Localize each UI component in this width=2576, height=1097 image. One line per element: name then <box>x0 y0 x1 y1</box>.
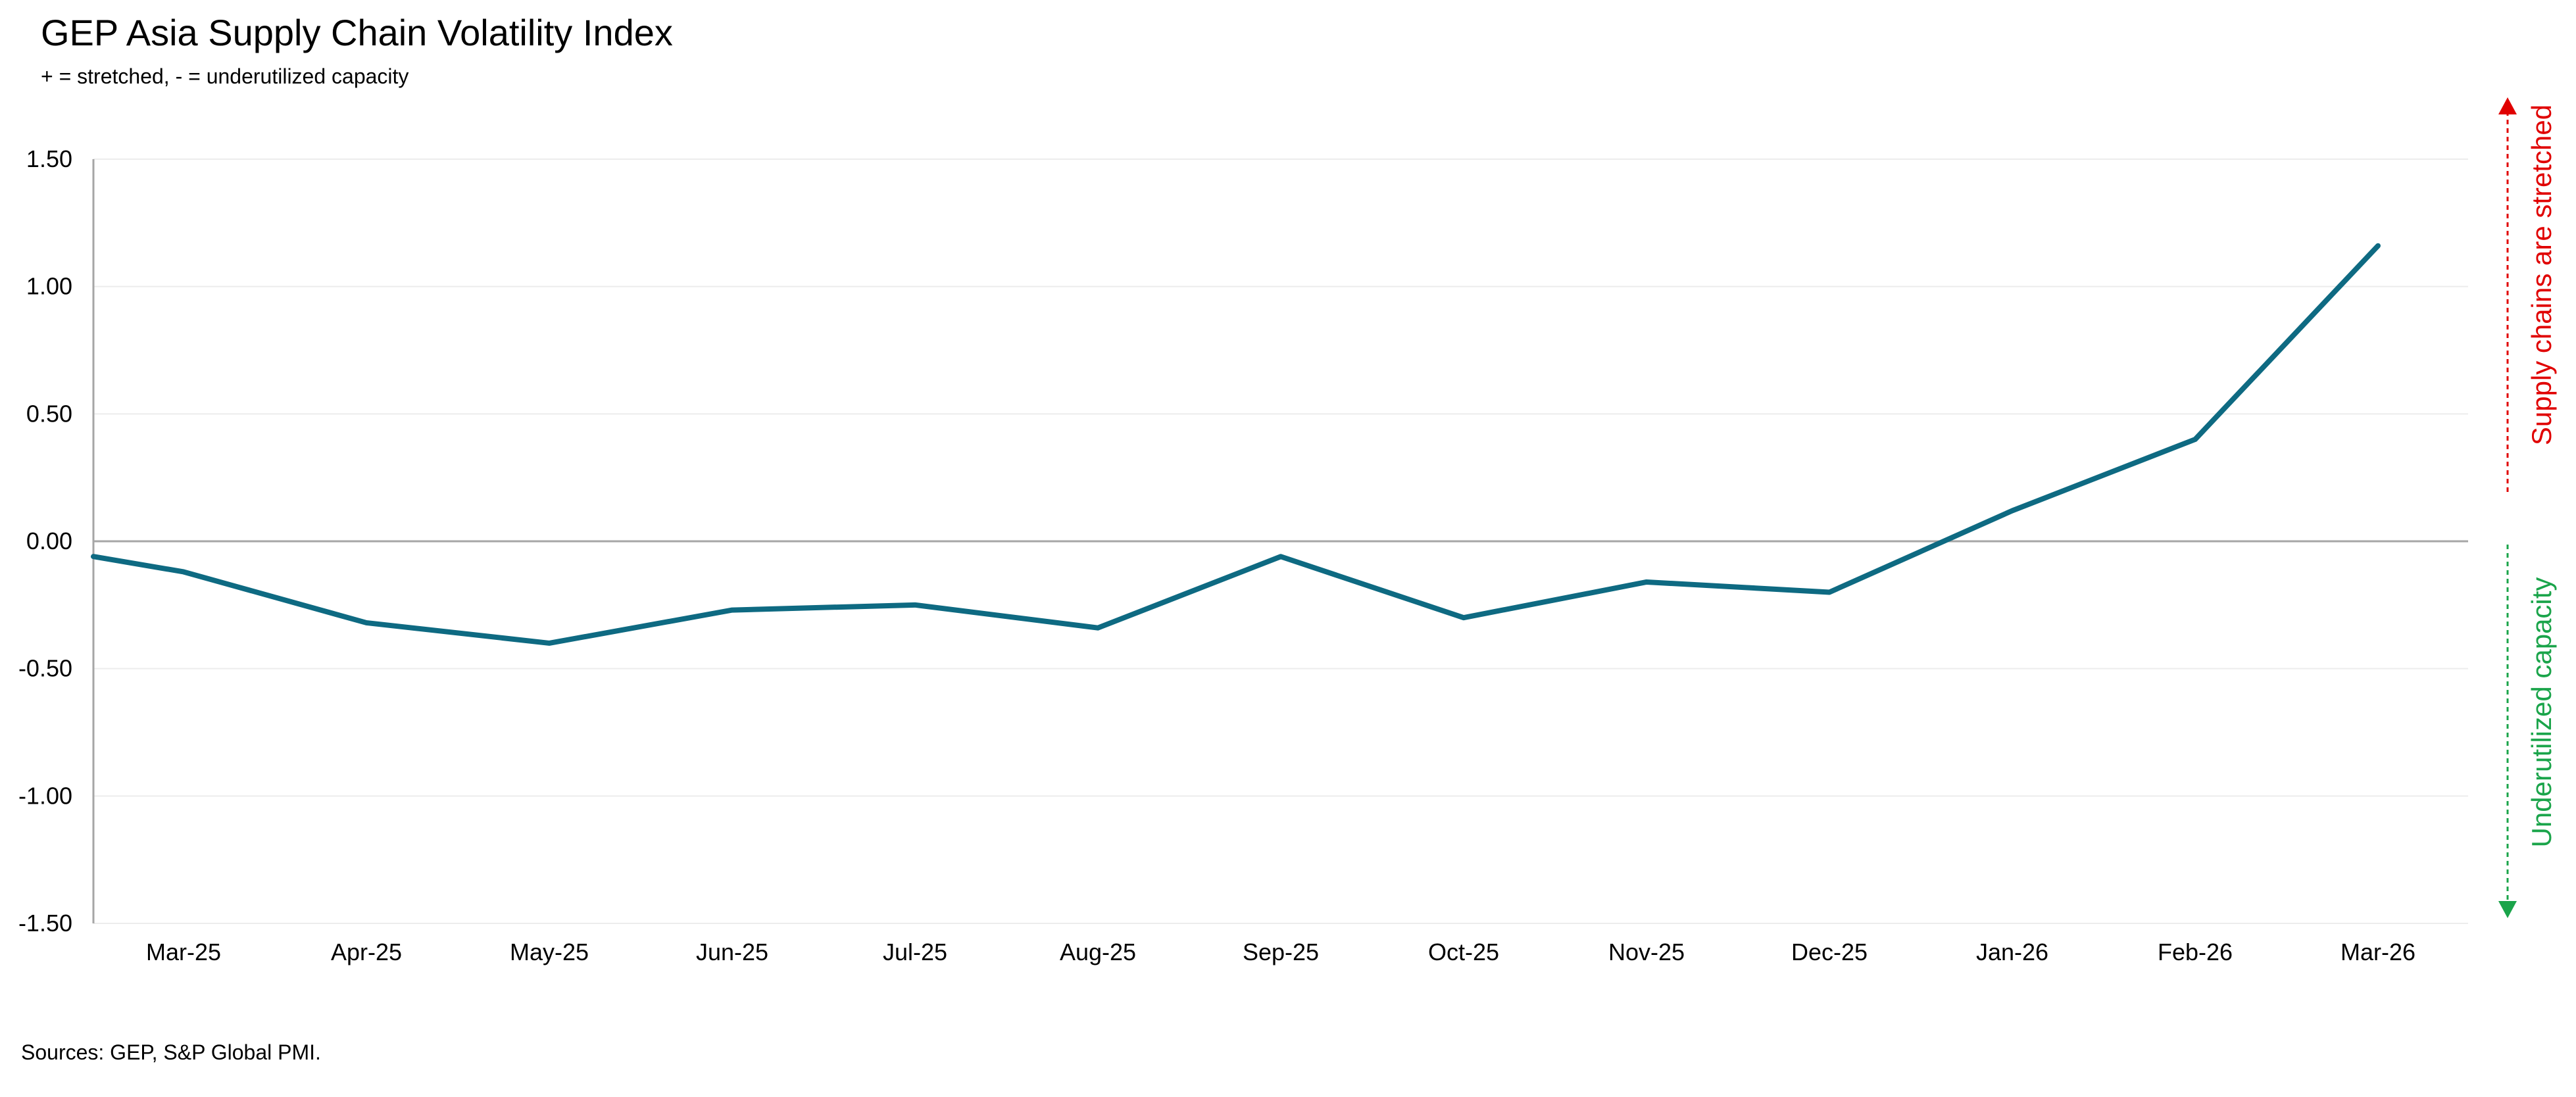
annotation-layer: Supply chains are stretched Underutilized… <box>2498 97 2557 918</box>
x-tick-label: Apr-25 <box>331 939 402 965</box>
x-tick-label: Nov-25 <box>1608 939 1685 965</box>
x-tick-label: Oct-25 <box>1428 939 1499 965</box>
chart-subtitle: + = stretched, - = underutilized capacit… <box>41 64 409 88</box>
x-tick-label: Jan-26 <box>1976 939 2048 965</box>
series-line <box>91 243 2381 646</box>
x-tick-label: Mar-26 <box>2341 939 2415 965</box>
x-tick-label: Sep-25 <box>1243 939 1319 965</box>
source-note: Sources: GEP, S&P Global PMI. <box>21 1040 321 1064</box>
y-tick-label: -0.50 <box>18 655 72 682</box>
x-tick-label: Dec-25 <box>1791 939 1868 965</box>
y-tick-label: 0.50 <box>26 400 72 427</box>
lower-annotation: Underutilized capacity <box>2526 577 2557 848</box>
chart-title: GEP Asia Supply Chain Volatility Index <box>41 12 673 53</box>
axis-layer <box>92 159 2468 923</box>
x-tick-label: Aug-25 <box>1060 939 1136 965</box>
grid-layer <box>93 158 2468 924</box>
upper-arrow-head <box>2498 97 2517 114</box>
y-tick-label: 1.00 <box>26 273 72 300</box>
y-tick-label: -1.50 <box>18 910 72 937</box>
x-tick-label: Jun-25 <box>696 939 768 965</box>
x-tick-label: May-25 <box>510 939 589 965</box>
x-tick-label: Mar-25 <box>146 939 221 965</box>
lower-arrow-head <box>2498 901 2517 918</box>
upper-annotation: Supply chains are stretched <box>2526 105 2557 445</box>
series-layer <box>91 243 2381 646</box>
y-tick-label: 1.50 <box>26 145 72 172</box>
y-tick-label: -1.00 <box>18 782 72 809</box>
y-tick-label: 0.00 <box>26 527 72 554</box>
x-tick-label: Jul-25 <box>883 939 947 965</box>
x-tick-label: Feb-26 <box>2158 939 2233 965</box>
ticks-layer: 1.50 1.00 0.50 0.00 -0.50 -1.00 -1.50 Mar-25 Apr… <box>18 145 2415 965</box>
